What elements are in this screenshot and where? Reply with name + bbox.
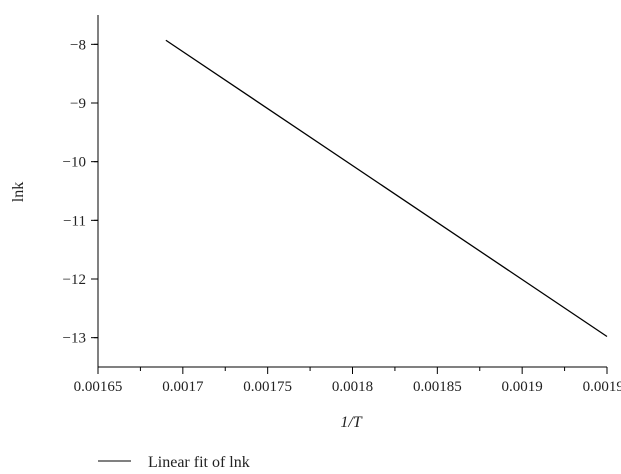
axes xyxy=(97,15,607,368)
x-axis-title: 1/T xyxy=(340,414,362,431)
y-tick-label: −13 xyxy=(63,331,86,347)
y-tick-label: −9 xyxy=(70,96,86,112)
series-line-linear-fit xyxy=(165,39,608,338)
y-tick-label: −8 xyxy=(70,37,86,53)
x-tick-label: 0.0019 xyxy=(502,379,543,395)
x-tick-label: 0.0018 xyxy=(332,379,373,395)
x-tick-label: 0.00175 xyxy=(243,379,292,395)
x-tick-label: 0.00195 xyxy=(583,379,621,395)
y-axis-title: lnk xyxy=(10,182,27,202)
ticks: 0.00165 0.0017 0.00175 0.0018 0.00185 0.0019 0… xyxy=(63,37,621,395)
x-tick-label: 0.00165 xyxy=(74,379,123,395)
legend-label: Linear fit of lnk xyxy=(148,454,250,471)
y-tick-label: −11 xyxy=(63,213,86,229)
x-tick-label: 0.00185 xyxy=(413,379,462,395)
legend: Linear fit of lnk xyxy=(98,454,250,471)
x-tick-label: 0.0017 xyxy=(162,379,204,395)
y-tick-label: −12 xyxy=(63,272,86,288)
series-layer xyxy=(165,39,608,338)
y-tick-label: −10 xyxy=(63,155,86,171)
